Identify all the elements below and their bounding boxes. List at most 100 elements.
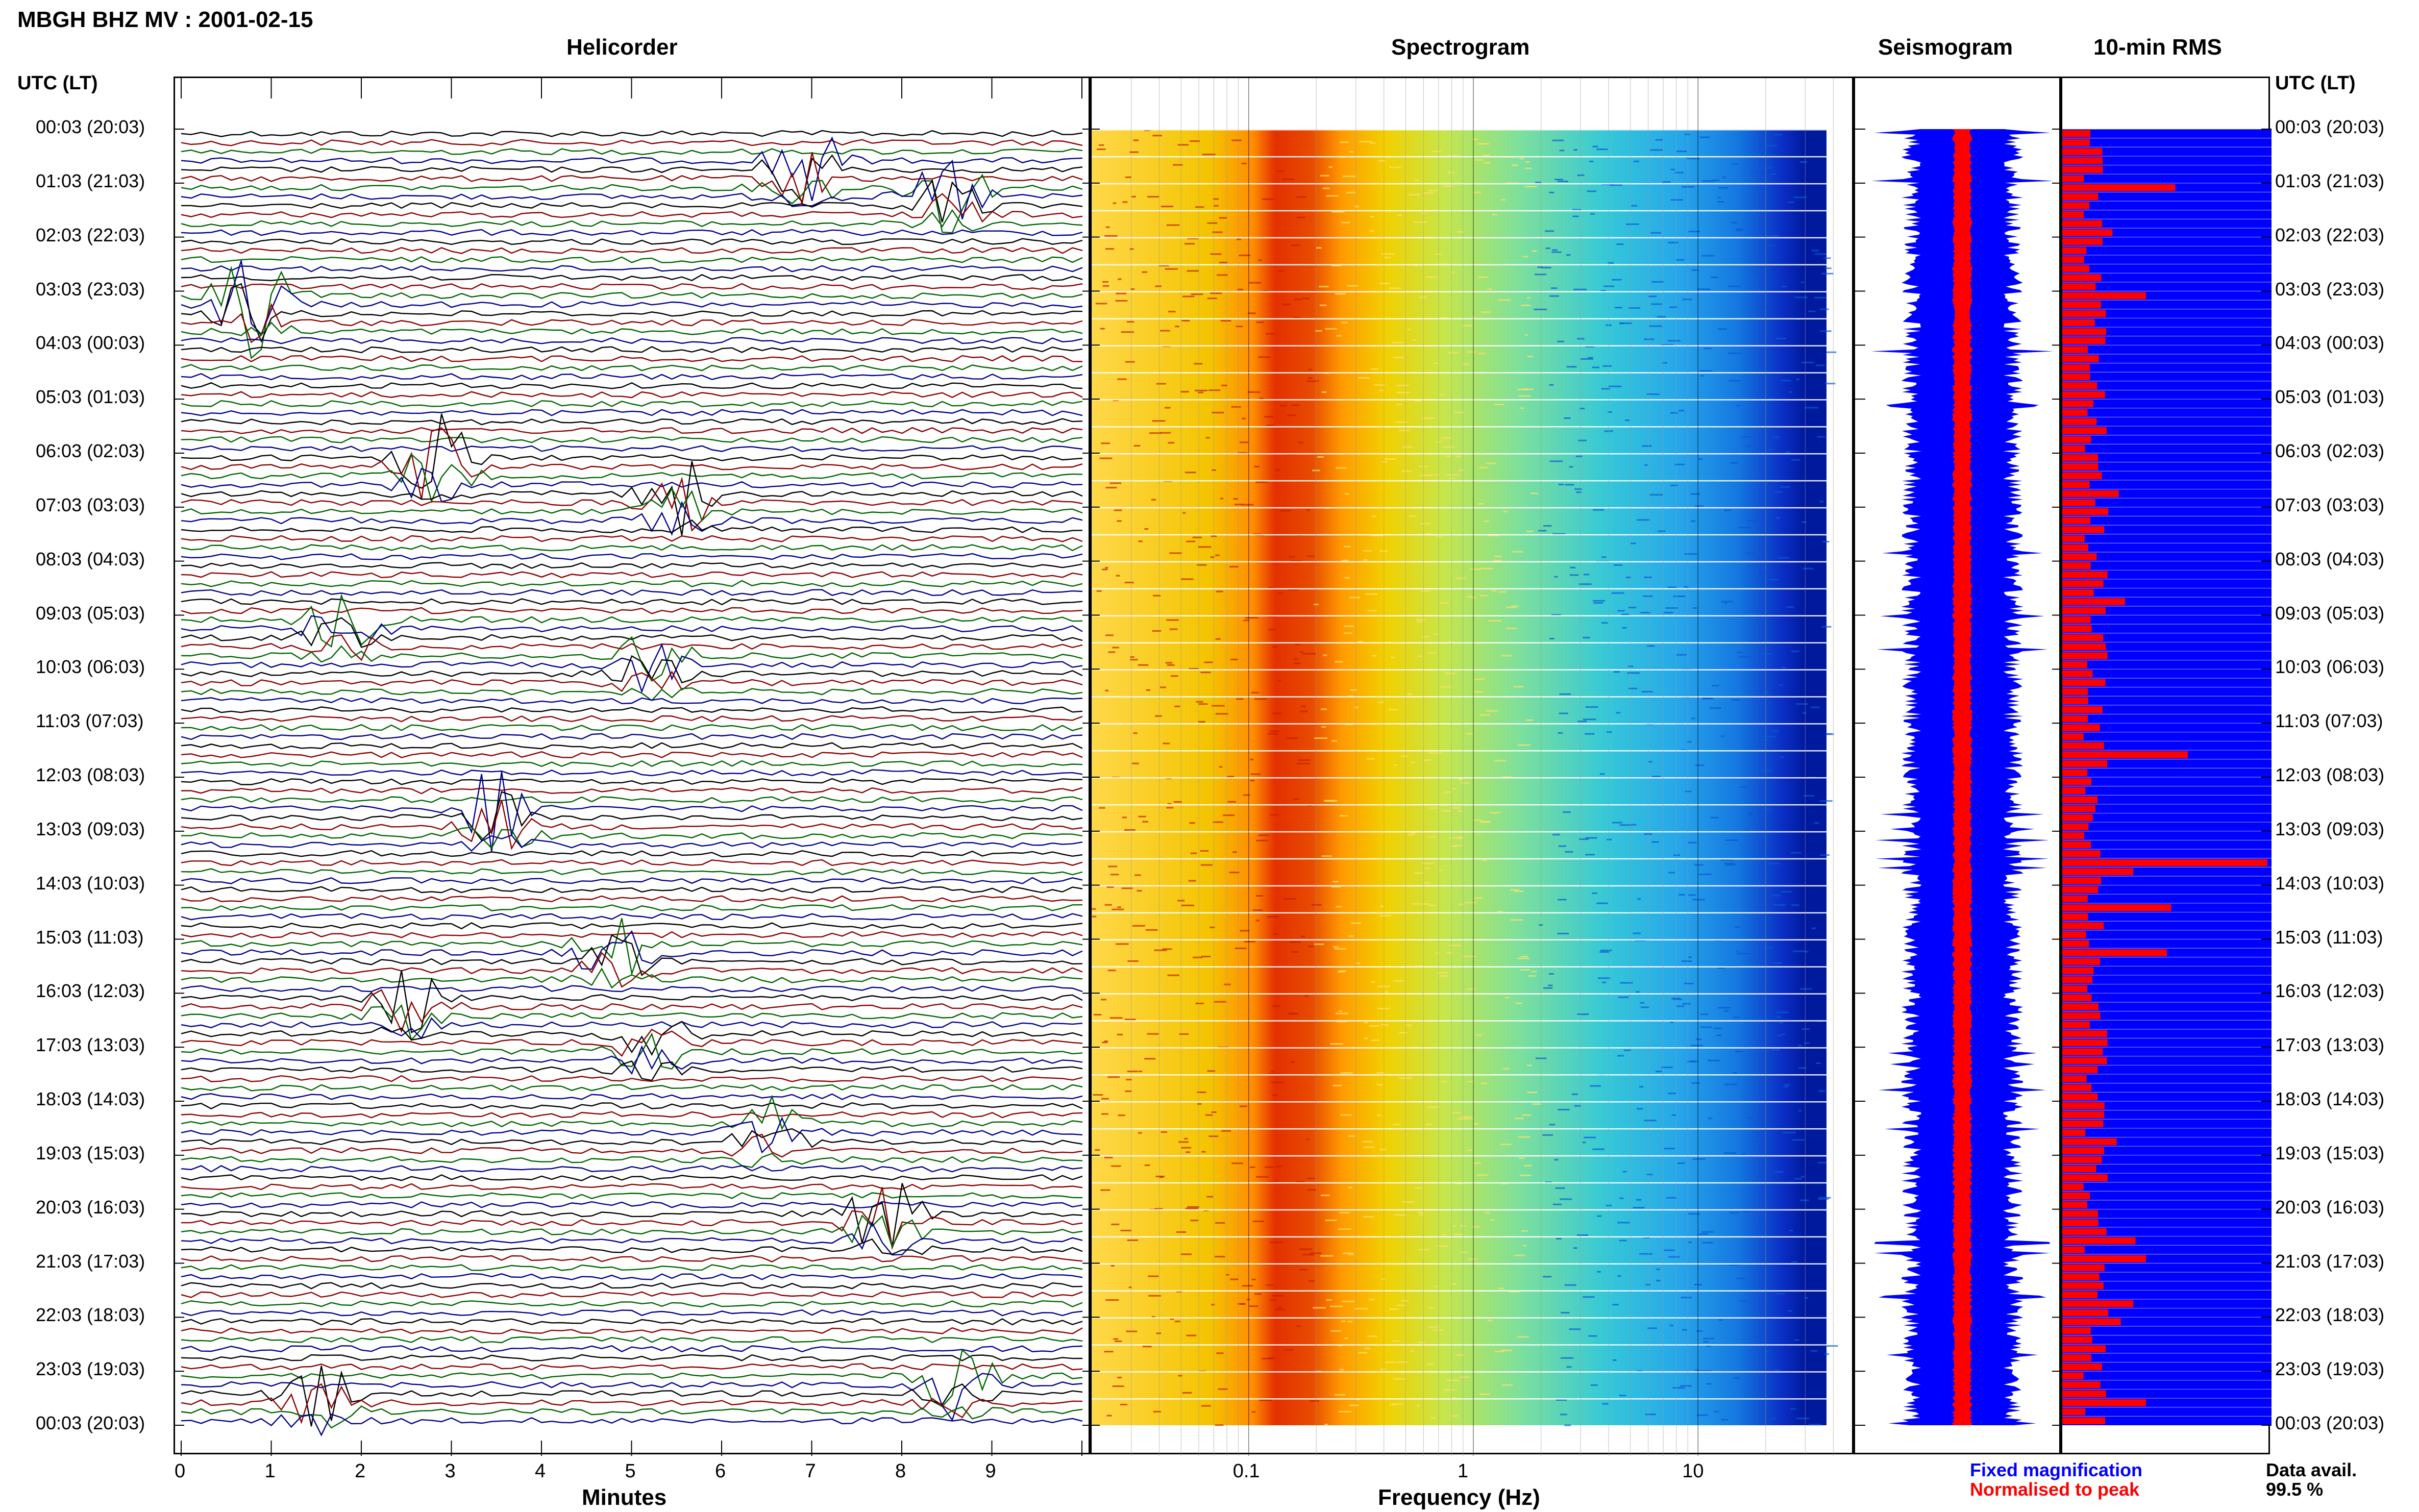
spectrogram-speckle [1198,721,1205,723]
spectrogram-speckle [1590,213,1595,215]
spectrogram-speckle [1335,1394,1346,1396]
spectrogram-speckle [1423,192,1434,194]
spectrogram-speckle [1750,171,1760,173]
spectrogram-speckle [1686,158,1700,160]
spectrogram-speckle [1133,444,1141,447]
spectrogram-speckle [1803,567,1813,569]
spectrogram-speckle [1113,202,1117,204]
spectrogram-speckle [1364,1347,1371,1349]
spectrogram-speckle [1720,859,1734,861]
spectrogram-speckle [1348,935,1354,937]
spectrogram-speckle [1322,187,1330,189]
spectrogram-speckle [1111,1223,1120,1225]
spectrogram-speckle [1328,166,1332,168]
spectrogram-speckle [1775,337,1786,339]
spectrogram-speckle [1266,333,1275,335]
spectrogram-speckle [1117,906,1121,908]
spectrogram-speckle [1426,1106,1440,1108]
spectrogram-speckle [1468,1080,1474,1082]
spectrogram-speckle [1583,718,1596,721]
spectrogram-speckle [1129,151,1139,153]
spectrogram-speckle [1401,755,1408,757]
spectrogram-row-gap [1092,885,1826,887]
spectrogram-speckle [1601,622,1608,624]
rms-bar [2062,1210,2098,1218]
spectrogram-speckle [1504,997,1509,999]
spectrogram-speckle [1210,556,1215,558]
spectrogram-speckle [1096,590,1102,592]
spectrogram-speckle [1102,568,1108,571]
spectrogram-speckle [1293,798,1299,800]
spectrogram-speckle [1592,892,1597,894]
helicorder-trace [181,1309,1083,1317]
spectrogram-speckle [1793,196,1807,199]
spectrogram-speckle [1718,187,1729,189]
spectrogram-speckle [1206,1196,1214,1198]
spectrogram-speckle [1272,1005,1280,1007]
spectrogram-speckle [1210,292,1222,294]
spectrogram-speckle [1219,217,1227,219]
spectrogram-row-gap [1092,1047,1826,1049]
rms-bar [2062,220,2103,228]
spectrogram-speckle [1427,836,1437,838]
rms-bar [2062,274,2102,281]
spectrogram-speckle [1730,462,1738,464]
spectrogram-speckle [1468,1258,1477,1260]
time-label-left: 16:03 (12:03) [36,980,145,1002]
spectrogram-speckle [1201,1151,1206,1153]
rms-bar [2062,1174,2108,1181]
spectrogram-speckle [1321,391,1327,393]
spectrogram-speckle [1800,1176,1805,1178]
helicorder-trace [181,598,1083,606]
time-label-left: 10:03 (06:03) [36,656,145,678]
spectrogram-speckle [1670,1021,1674,1023]
helicorder-trace [181,796,1083,804]
rms-panel [2061,77,2272,1454]
spectrogram-speckle [1112,1385,1124,1387]
spectrogram-speckle [1508,1291,1520,1293]
spectrogram-speckle [1457,837,1464,839]
spectrogram-speckle [1401,470,1412,472]
spectrogram-speckle [1277,592,1283,594]
spectrogram-speckle [1417,621,1423,623]
spectrogram-speckle [1579,838,1589,840]
spectrogram-speckle [1448,155,1458,157]
spectrogram-speckle [1144,528,1148,530]
spectrogram-speckle [1287,737,1299,739]
spectrogram-speckle [1824,1353,1829,1355]
spectrogram-speckle [1734,1377,1740,1379]
spectrogram-row-gap [1092,804,1826,806]
rms-bar [2062,490,2119,498]
spectrogram-speckle [1393,764,1397,766]
spectrogram-speckle [1763,853,1767,855]
time-label-right: 09:03 (05:03) [2275,602,2385,624]
spectrogram-speckle [1229,872,1240,874]
spectrogram-speckle [1347,1321,1353,1323]
helicorder-trace [181,1017,1083,1039]
spectrogram-speckle [1549,460,1563,462]
rms-bar [2062,1201,2087,1208]
seismogram-normalised [1952,129,1972,1425]
spectrogram-speckle [1522,1245,1527,1247]
helicorder-trace [181,139,1083,146]
helicorder-trace [181,970,1083,1033]
spectrogram-speckle [1293,658,1299,660]
spectrogram-speckle [1538,530,1547,532]
rms-bar [2062,1282,2104,1290]
spectrogram-speckle [1574,1105,1581,1107]
spectrogram-speckle [1243,619,1249,622]
spectrogram-speckle [1647,1327,1657,1329]
spectrogram-speckle [1819,308,1829,310]
spectrogram-speckle [1105,248,1115,250]
spectrogram-speckle [1272,712,1282,714]
time-label-left: 01:03 (21:03) [36,170,145,191]
spectrogram-speckle [1574,488,1583,490]
rms-bar [2062,373,2090,380]
spectrogram-speckle [1341,560,1346,562]
spectrogram-speckle [1212,412,1224,414]
spectrogram-speckle [1240,1105,1248,1107]
rms-bar [2062,1192,2090,1200]
spectrogram-speckle [1371,534,1384,536]
spectrogram-speckle [1729,1264,1740,1266]
spectrogram-speckle [1589,160,1594,162]
